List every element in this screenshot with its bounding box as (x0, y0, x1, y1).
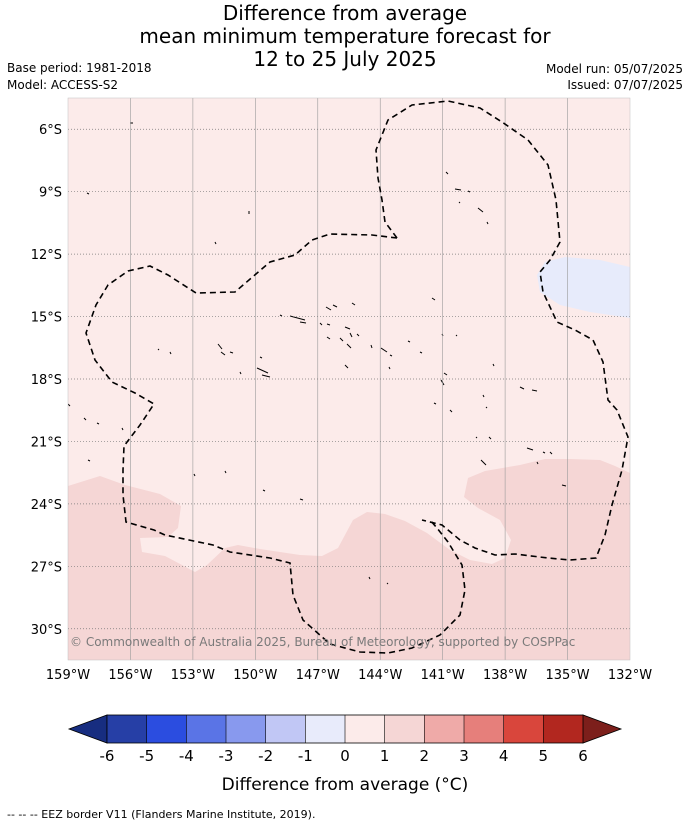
colorbar-tick-label: 3 (459, 747, 469, 765)
colorbar-tick-label: 4 (499, 747, 509, 765)
cool-anomaly-region (537, 257, 630, 318)
model-run: Model run: 05/07/2025 (545, 62, 683, 76)
latitude-tick-label: 27°S (31, 560, 62, 575)
colorbar-cell (384, 715, 425, 743)
colorbar-tick-label: 5 (539, 747, 549, 765)
title-line-2: mean minimum temperature forecast for (139, 24, 551, 48)
colorbar-cell (543, 715, 584, 743)
eez-footnote: -- -- -- EEZ border V11 (Flanders Marine… (7, 808, 316, 821)
colorbar-tick-label: -2 (258, 747, 273, 765)
islands (68, 122, 567, 585)
latitude-tick-label: 24°S (31, 498, 62, 513)
longitude-tick-label: 144°W (358, 668, 402, 683)
latitude-tick-label: 9°S (39, 186, 62, 201)
title-line-3: 12 to 25 July 2025 (253, 47, 437, 71)
colorbar-cell (107, 715, 147, 743)
colorbar-tick-label: -3 (219, 747, 234, 765)
base-period: Base period: 1981-2018 (7, 61, 152, 75)
latitude-tick-label: 18°S (31, 373, 62, 388)
colorbar-cell (424, 715, 465, 743)
colorbar-label: Difference from average (°C) (222, 775, 469, 795)
colorbar-tick-label: 1 (380, 747, 390, 765)
colorbar-cell (226, 715, 266, 743)
colorbar-cell (265, 715, 306, 743)
longitude-tick-label: 138°W (483, 668, 527, 683)
model-name: Model: ACCESS-S2 (7, 78, 119, 92)
longitude-tick-label: 132°W (608, 668, 652, 683)
colorbar-cell (146, 715, 187, 743)
colorbar-cell (503, 715, 544, 743)
colorbar-tick-label: -6 (100, 747, 115, 765)
latitude-tick-label: 21°S (31, 435, 62, 450)
issued-date: Issued: 07/07/2025 (567, 78, 683, 92)
latitude-tick-label: 15°S (31, 311, 62, 326)
longitude-tick-label: 135°W (545, 668, 589, 683)
colorbar-tick-label: 2 (420, 747, 430, 765)
longitude-tick-label: 153°W (171, 668, 215, 683)
copyright-text: © Commonwealth of Australia 2025, Bureau… (70, 635, 575, 649)
latitude-tick-label: 12°S (31, 248, 62, 263)
latitude-tick-label: 30°S (31, 623, 62, 638)
colorbar-tick-label: 0 (340, 747, 350, 765)
colorbar-cell (464, 715, 504, 743)
colorbar-under-arrow (67, 714, 108, 744)
longitude-tick-label: 147°W (296, 668, 340, 683)
eez-borders (85, 100, 629, 654)
colorbar-cell (305, 715, 346, 743)
forecast-map: © Commonwealth of Australia 2025, Bureau… (31, 97, 652, 683)
colorbar-outline (106, 714, 584, 744)
colorbar-cell (345, 715, 385, 743)
colorbar-cell (186, 715, 227, 743)
latitude-tick-label: 6°S (39, 123, 62, 138)
longitude-tick-label: 150°W (233, 668, 277, 683)
colorbar-cells (67, 714, 623, 744)
map-frame (67, 97, 631, 661)
colorbar-ticks: -6 -5 -4 -3 -2 -1 0 1 2 3 4 5 6 (100, 747, 588, 765)
warm-anomaly-region-south (68, 459, 630, 660)
longitude-tick-label: 159°W (46, 668, 90, 683)
longitude-tick-label: 156°W (108, 668, 152, 683)
colorbar-tick-label: -1 (298, 747, 313, 765)
latitude-labels: 6°S 9°S 12°S 15°S 18°S 21°S 24°S 27°S 30°S (31, 123, 62, 638)
map-gridlines (68, 98, 630, 660)
colorbar-over-arrow (582, 714, 623, 744)
title-line-1: Difference from average (222, 1, 468, 25)
colorbar-tick-label: -4 (179, 747, 194, 765)
colorbar-tick-label: 6 (578, 747, 588, 765)
longitude-labels: 159°W 156°W 153°W 150°W 147°W 144°W 141°W 138°W… (46, 668, 652, 683)
colorbar-tick-label: -5 (139, 747, 154, 765)
longitude-tick-label: 141°W (421, 668, 465, 683)
